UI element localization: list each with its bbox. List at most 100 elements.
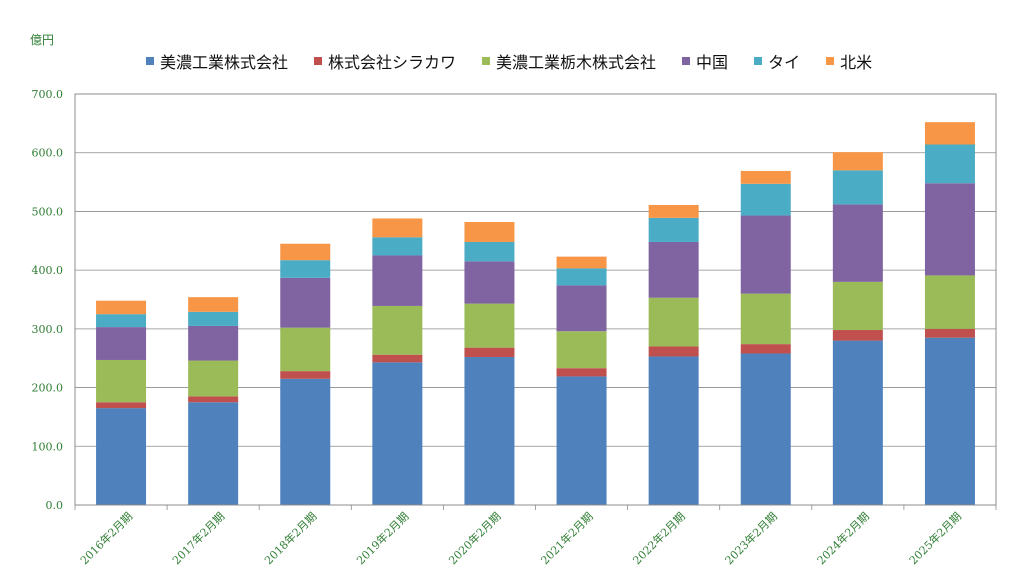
bar-segment: [96, 408, 147, 505]
bar-segment: [556, 331, 607, 369]
bar-segment: [556, 376, 607, 505]
y-tick-label: 700.0: [32, 88, 64, 101]
bar-segment: [96, 402, 147, 409]
bar-segment: [96, 359, 147, 403]
legend-item: タイ: [754, 49, 800, 73]
x-tick-label: 2018年2月期: [261, 509, 319, 567]
bar-segment: [372, 218, 423, 238]
x-tick-label: 2023年2月期: [722, 509, 780, 567]
legend-label: タイ: [768, 53, 801, 72]
bar-segment: [464, 241, 515, 262]
legend-swatch: [754, 57, 763, 65]
bar-segment: [832, 204, 883, 282]
bar-segment: [740, 293, 791, 345]
bar-segment: [832, 340, 883, 505]
bar-segment: [832, 152, 883, 171]
bar-segment: [96, 327, 147, 360]
bar-segment: [556, 368, 607, 377]
bar-segment: [372, 354, 423, 363]
legend-item: 株式会社シラカワ: [314, 49, 456, 73]
bar-segment: [188, 396, 239, 403]
legend-label: 株式会社シラカワ: [328, 53, 457, 72]
bar-segment: [188, 325, 239, 361]
bar-segment: [648, 297, 699, 347]
legend-label: 北米: [840, 53, 873, 72]
legend-item: 北米: [826, 49, 872, 73]
bar-segment: [740, 353, 791, 505]
legend-item: 美濃工業株式会社: [146, 49, 288, 73]
bar-segment: [740, 170, 791, 184]
bar-segment: [556, 268, 607, 286]
bar-segment: [832, 330, 883, 341]
legend: 美濃工業株式会社 株式会社シラカワ 美濃工業栃木株式会社 中国 タイ 北米: [146, 50, 898, 72]
x-tick-label: 2024年2月期: [814, 509, 872, 567]
y-tick-label: 0.0: [46, 499, 64, 512]
bar-segment: [96, 300, 147, 315]
bar-segment: [464, 357, 515, 505]
bar-segment: [648, 356, 699, 505]
bar-segment: [740, 344, 791, 354]
legend-swatch: [682, 57, 691, 65]
bar-segment: [280, 378, 331, 505]
legend-swatch: [146, 57, 154, 65]
bar-segment: [464, 347, 515, 358]
bar-segment: [740, 215, 791, 294]
plot-frame: [74, 93, 997, 506]
legend-swatch: [314, 57, 323, 65]
bar-segment: [924, 328, 975, 338]
bar-segment: [188, 311, 239, 326]
bar-segment: [832, 170, 883, 205]
bar-segment: [280, 260, 331, 278]
x-tick-label: 2021年2月期: [538, 509, 596, 567]
bar-segment: [556, 256, 607, 269]
x-tick-label: 2022年2月期: [630, 509, 688, 567]
bar-segment: [464, 303, 515, 348]
bar-segment: [648, 217, 699, 242]
legend-item: 中国: [682, 49, 728, 73]
bar-segment: [280, 277, 331, 328]
bar-segment: [280, 371, 331, 379]
y-tick-label: 600.0: [32, 147, 64, 160]
bar-segment: [924, 122, 975, 145]
legend-item: 美濃工業栃木株式会社: [482, 49, 656, 73]
bar-segment: [924, 275, 975, 329]
bar-segment: [556, 285, 607, 332]
x-tick-label: 2020年2月期: [446, 509, 504, 567]
bar-segment: [188, 360, 239, 397]
bar-segment: [832, 281, 883, 331]
bar-segment: [280, 243, 331, 261]
legend-label: 中国: [696, 53, 729, 72]
bar-segment: [372, 255, 423, 306]
bar-segment: [188, 402, 239, 505]
y-tick-label: 400.0: [32, 264, 64, 277]
bar-segment: [924, 183, 975, 276]
bar-segment: [372, 305, 423, 355]
x-tick-label: 2017年2月期: [169, 509, 227, 567]
y-axis-unit-label: 億円: [30, 33, 55, 47]
x-tick-label: 2019年2月期: [353, 509, 411, 567]
x-tick-label: 2016年2月期: [77, 509, 135, 567]
bar-segment: [372, 362, 423, 505]
bar-segment: [372, 237, 423, 256]
bar-segment: [924, 144, 975, 184]
y-tick-label: 500.0: [32, 205, 64, 218]
y-tick-label: 200.0: [32, 382, 64, 395]
bar-segment: [280, 327, 331, 372]
x-tick-label: 2025年2月期: [906, 509, 964, 567]
bar-segment: [96, 314, 147, 328]
y-tick-label: 300.0: [32, 323, 64, 336]
y-tick-label: 100.0: [32, 440, 64, 453]
bar-segment: [648, 204, 699, 218]
bar-segment: [648, 346, 699, 357]
legend-label: 美濃工業株式会社: [160, 53, 289, 72]
bar-segment: [924, 337, 975, 505]
bar-segment: [464, 221, 515, 242]
bar-segment: [464, 261, 515, 304]
legend-swatch: [482, 57, 491, 65]
bar-segment: [648, 241, 699, 298]
legend-label: 美濃工業栃木株式会社: [496, 53, 657, 72]
bar-segment: [740, 183, 791, 216]
legend-swatch: [826, 57, 835, 65]
